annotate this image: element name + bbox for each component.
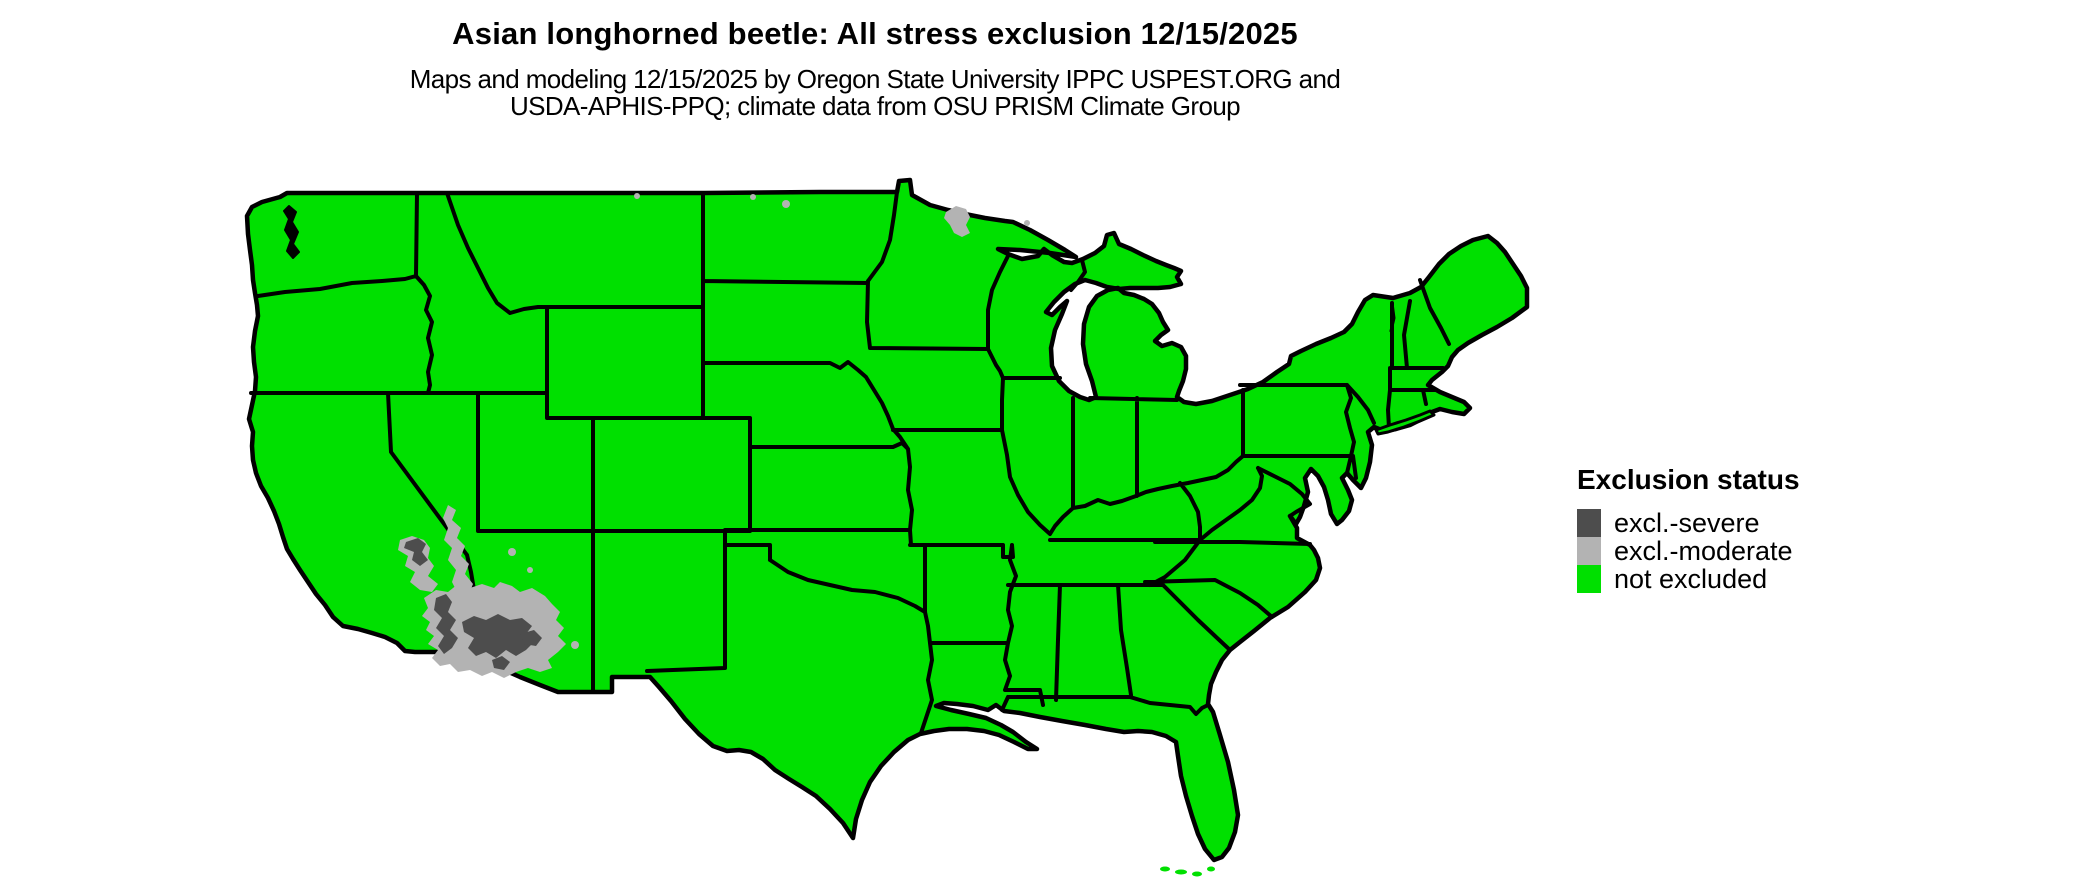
map-subtitle: Maps and modeling 12/15/2025 by Oregon S… [0,66,1750,120]
lake-champlain [1389,301,1396,333]
state-borders [249,190,1451,735]
severe-label: excl.-severe [1614,508,1760,538]
us-landmass [244,177,1530,863]
map-title: Asian longhorned beetle: All stress excl… [452,16,1298,51]
puget-sound [283,205,300,259]
not-excluded-label: not excluded [1614,564,1768,594]
map-subtitle-line2: USDA-APHIS-PPQ; climate data from OSU PR… [509,91,1241,121]
severe-color-swatch [1577,509,1601,537]
legend-item-moderate: excl.-moderate [1577,537,1800,565]
legend: Exclusion status excl.-severe excl.-mode… [1577,464,1800,593]
legend-item-not-excluded: not excluded [1577,565,1800,593]
long-island [1374,409,1436,436]
legend-item-severe: excl.-severe [1577,509,1800,537]
legend-title: Exclusion status [1577,464,1800,495]
severe-exclusion-areas [404,538,542,670]
moderate-color-swatch [1577,537,1601,565]
not-excluded-color-swatch [1577,565,1601,593]
header: Asian longhorned beetle: All stress excl… [0,16,1750,120]
moderate-label: excl.-moderate [1614,536,1793,566]
map-subtitle-line1: Maps and modeling 12/15/2025 by Oregon S… [409,64,1341,94]
florida-keys [1160,866,1215,877]
